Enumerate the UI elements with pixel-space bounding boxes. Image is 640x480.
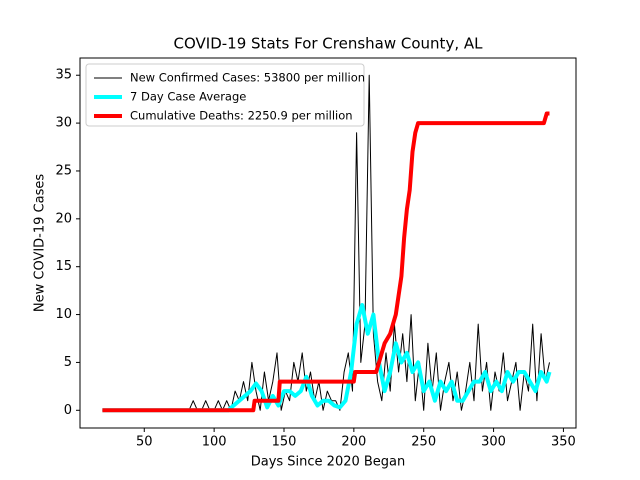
y-tick-label: 15 bbox=[55, 259, 72, 274]
x-tick-label: 300 bbox=[481, 435, 506, 450]
series-line bbox=[102, 303, 552, 413]
legend-label: 7 Day Case Average bbox=[130, 90, 246, 104]
x-tick-label: 250 bbox=[411, 435, 436, 450]
x-axis-label: Days Since 2020 Began bbox=[251, 455, 406, 470]
y-tick-label: 20 bbox=[55, 211, 72, 226]
y-axis-label: New COVID-19 Cases bbox=[33, 174, 48, 312]
x-tick-label: 50 bbox=[136, 435, 153, 450]
y-tick-label: 35 bbox=[55, 68, 72, 83]
legend-label: New Confirmed Cases: 53800 per million bbox=[130, 71, 365, 85]
y-tick-label: 30 bbox=[55, 116, 72, 131]
y-tick-label: 5 bbox=[64, 355, 72, 370]
chart-title: COVID-19 Stats For Crenshaw County, AL bbox=[174, 35, 484, 53]
x-tick-label: 200 bbox=[341, 435, 366, 450]
x-tick-label: 100 bbox=[202, 435, 227, 450]
legend-box bbox=[85, 63, 365, 127]
series-line bbox=[102, 111, 550, 413]
legend-label: Cumulative Deaths: 2250.9 per million bbox=[130, 109, 353, 123]
y-tick-label: 25 bbox=[55, 163, 72, 178]
x-tick-label: 150 bbox=[272, 435, 297, 450]
y-tick-label: 0 bbox=[64, 403, 72, 418]
x-tick-label: 350 bbox=[551, 435, 576, 450]
y-tick-label: 10 bbox=[55, 307, 72, 322]
plot-frame bbox=[79, 57, 577, 429]
